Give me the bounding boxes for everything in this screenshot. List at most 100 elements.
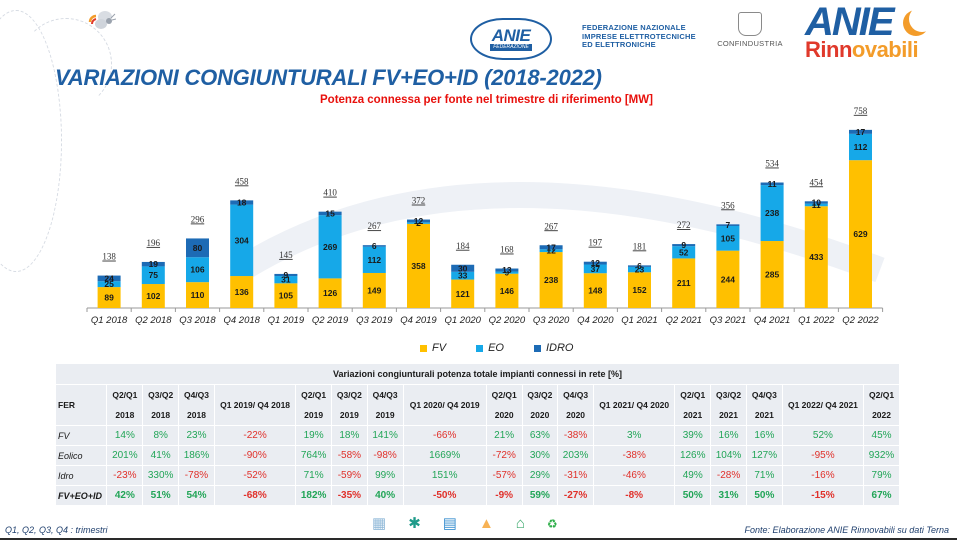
header-top: Q4/Q3 [183,390,209,400]
bar-idro [628,265,651,267]
bar-idro [407,219,430,223]
bar-eo [230,204,254,277]
header-logos: ANIE FEDERAZIONE FEDERAZIONE NAZIONALE I… [470,2,950,66]
table-cell: 151% [403,466,486,485]
header-top: Q2/Q1 [301,390,327,400]
bar-fv [583,273,607,308]
table-cell: 182% [296,486,332,505]
bar-idro [804,201,828,204]
bar-value-label: 13 [502,265,512,275]
table-cell: -50% [403,486,486,505]
table-cell: -22% [214,426,296,445]
bar-idro [495,268,519,272]
table-cell: 1669% [403,446,486,465]
table-cell: -52% [214,466,296,485]
header-top: Q3/Q2 [148,390,174,400]
bar-value-label: 75 [149,270,159,280]
table-cell: 59% [522,486,558,505]
bar-fv [628,272,651,308]
header-year: 2020 [494,410,514,420]
table-cell: 16% [711,426,746,445]
bar-eo [495,271,519,274]
table-cell: 104% [711,446,746,465]
table-header-cell: Q2/Q1 2022 [864,385,899,425]
header-year: 2018 [151,410,171,420]
rinnovabili-logo-o: ovabili [851,37,919,62]
bar-value-label: 433 [809,252,823,262]
x-tick-label: Q3 2021 [710,315,746,326]
bar-fv [230,276,254,308]
bar-fv [495,273,519,308]
energy-source-icons: ▦ ✱ ▤ ▲ ⌂ ♻ [372,515,558,533]
table-cell: 41% [143,446,179,465]
federation-line-3: ED ELETTRONICHE [582,40,656,49]
variations-table: Variazioni congiunturali potenza totale … [55,363,900,506]
chart-title: Potenza connessa per fonte nel trimestre… [320,94,653,106]
x-tick-label: Q1 2020 [444,315,481,326]
total-label: 372 [412,196,426,206]
table-cell: 54% [179,486,214,505]
table-cell: 49% [675,466,711,485]
bottom-divider [0,538,957,540]
x-tick-label: Q1 2018 [91,315,128,326]
header-top: Q1 2019/ Q4 2018 [220,400,291,410]
table-cell: -58% [332,446,367,465]
bar-idro [230,200,254,205]
table-caption: Variazioni congiunturali potenza totale … [56,364,899,384]
header-top: Q1 2021/ Q4 2020 [599,400,670,410]
bar-fv [539,252,563,308]
header-top: Q4/Q3 [751,390,777,400]
table-header-cell: Q1 2022/ Q4 2021 [782,385,864,425]
bar-eo [628,266,651,273]
rinnovabili-logo-anie: ANIE [805,0,895,44]
bar-eo [716,225,740,251]
bar-fv [760,241,784,308]
header-top: Q3/Q2 [527,390,553,400]
table-cell: 8% [143,426,179,445]
table-cell: 31% [711,486,746,505]
table-cell: 30% [522,446,558,465]
total-label: 534 [765,159,779,169]
header-top: Q4/Q3 [372,390,398,400]
x-tick-label: Q1 2021 [621,315,657,326]
header-top: Q2/Q1 [491,390,517,400]
table-cell: 186% [179,446,214,465]
table-row: Eolico 201% 41% 186% -90% 764% -58% -98% 1669% -7… [56,446,899,465]
federation-name: FEDERAZIONE NAZIONALE IMPRESE ELETTROTEC… [582,23,696,50]
table-cell: 45% [864,426,899,445]
total-label: 458 [235,176,249,186]
bar-idro [849,129,872,134]
bar-value-label: 37 [591,264,601,274]
bar-eo [849,133,872,161]
table-header-cell: Q1 2020/ Q4 2019 [403,385,486,425]
total-label: 181 [633,241,647,251]
table-cell: 71% [746,466,782,485]
header-top: Q1 2022/ Q4 2021 [787,400,858,410]
total-label: 168 [500,245,514,255]
bar-value-label: 126 [323,288,337,298]
row-label: FV+EO+ID [56,486,107,505]
row-label: FV [56,426,107,445]
federation-line-2: IMPRESE ELETTROTECNICHE [582,31,696,41]
bar-value-label: 9 [284,270,289,280]
table-cell: -46% [594,466,675,485]
table-header-row: FER Q2/Q1 2018 Q3/Q2 2018 Q4/Q3 2018 Q1 2019/ Q… [56,385,899,425]
table-header-cell: Q3/Q2 2019 [332,385,367,425]
legend-swatch-eo [476,344,484,352]
table-cell: 141% [367,426,403,445]
table-header-cell: Q4/Q3 2019 [367,385,403,425]
total-label: 410 [323,188,337,198]
bar-value-label: 12 [591,258,601,268]
table-header-cell: Q2/Q1 2020 [486,385,522,425]
x-tick-label: Q3 2019 [356,315,393,326]
bar-value-label: 112 [854,142,868,152]
bar-eo [451,271,475,280]
table-cell: -28% [711,466,746,485]
wind-turbine-icon: ✱ [408,515,421,532]
header-top: Q1 2020/ Q4 2019 [409,400,480,410]
total-label: 267 [368,221,382,231]
bar-value-label: 9 [681,240,686,250]
bar-value-label: 30 [458,263,468,273]
page-title: VARIAZIONI CONGIUNTURALI FV+EO+ID (2018-… [55,65,602,90]
bar-eo [97,281,121,288]
